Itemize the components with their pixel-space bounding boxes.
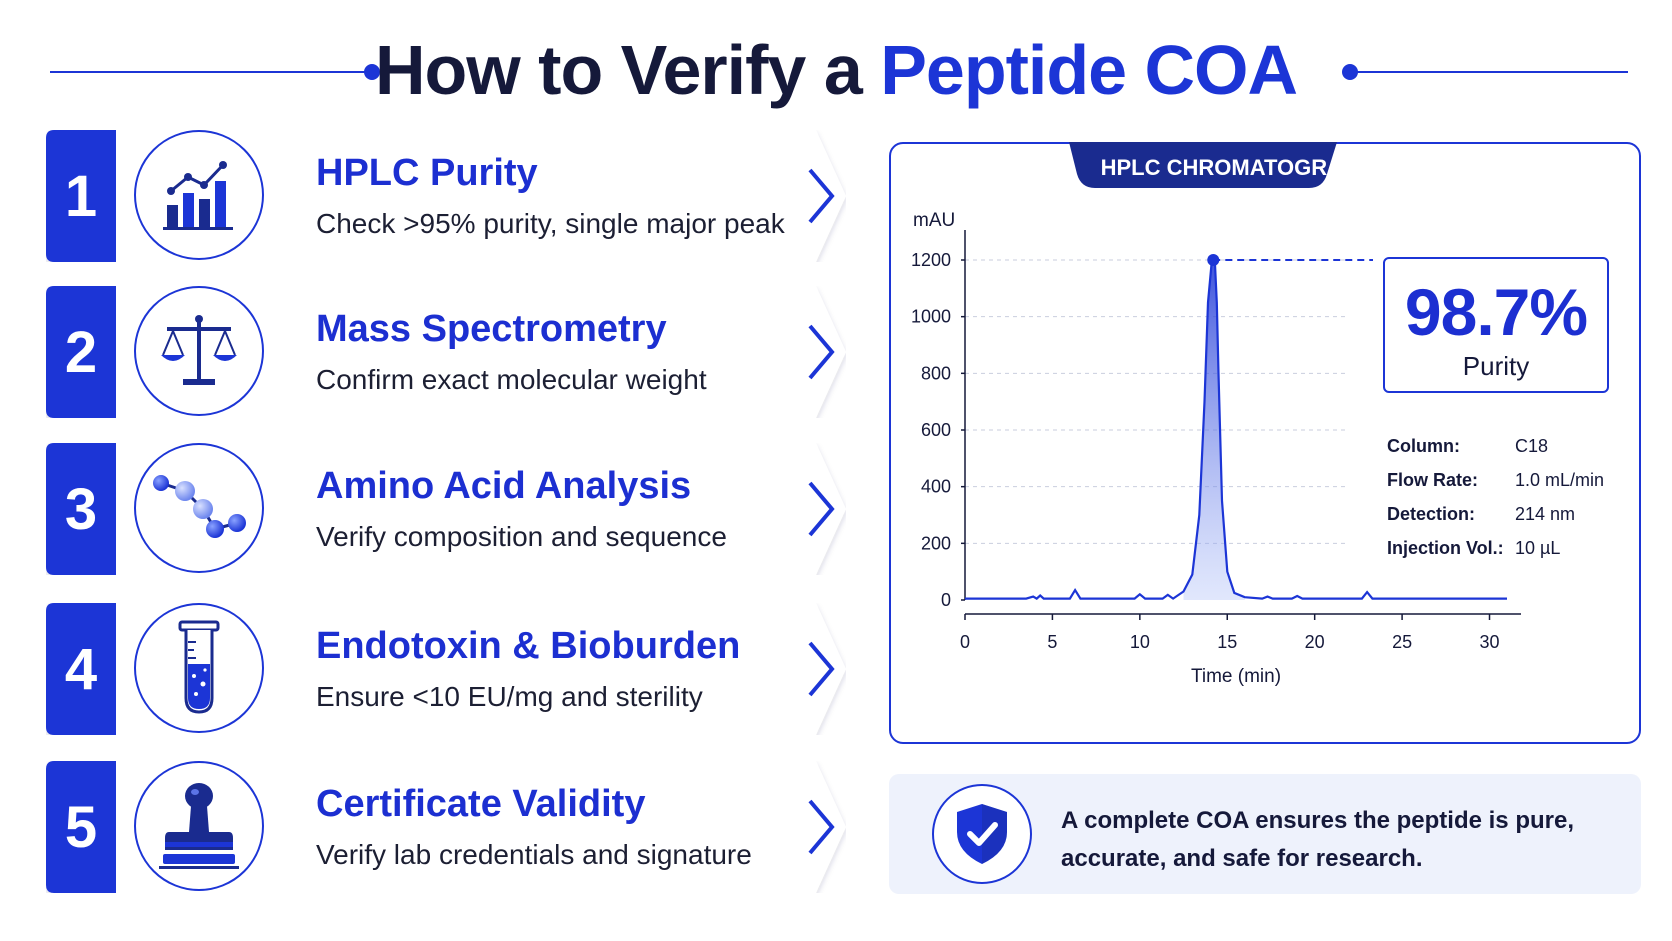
param-value: C18 (1515, 436, 1549, 456)
param-value: 10 µL (1515, 538, 1561, 558)
step-card-5[interactable]: 5 Certificate Validity Verify lab creden… (46, 761, 846, 893)
step-number: 2 (64, 319, 98, 385)
y-tick-label: 400 (921, 477, 951, 497)
param-row: Injection Vol.: 10 µL (1387, 538, 1627, 572)
param-key: Injection Vol.: (1387, 538, 1504, 558)
y-tick-label: 0 (941, 590, 951, 610)
step-number: 5 (64, 794, 98, 860)
y-tick-label: 1000 (911, 307, 951, 327)
y-tick-label: 200 (921, 533, 951, 553)
chromatogram-panel (889, 142, 1641, 744)
title-right-rule (1352, 71, 1628, 73)
method-parameters: Column: C18 Flow Rate: 1.0 mL/min Detectio… (1387, 436, 1627, 572)
step-description: Verify lab credentials and signature (316, 839, 752, 870)
step-title: Amino Acid Analysis (316, 465, 692, 507)
param-key: Detection: (1387, 504, 1476, 524)
step-card-4[interactable]: 4 Endotoxin & Bioburden Ensure <10 EU/mg… (46, 603, 846, 735)
chevron-right-icon[interactable] (806, 481, 836, 537)
step-description: Check >95% purity, single major peak (316, 208, 785, 239)
title-left-rule (50, 71, 372, 73)
summary-text: A complete COA ensures the peptide is pu… (1061, 807, 1574, 872)
molecule-chain-icon (153, 475, 246, 538)
peak-area (1183, 260, 1245, 600)
param-key: Flow Rate: (1387, 470, 1479, 490)
x-tick-label: 20 (1305, 632, 1325, 652)
step-title: Certificate Validity (316, 783, 646, 825)
step-icon-circle (134, 130, 264, 260)
step-title: Endotoxin & Bioburden (316, 625, 741, 667)
title-row: How to Verify a Peptide COA (0, 30, 1672, 110)
param-value: 1.0 mL/min (1515, 470, 1605, 490)
purity-callout: 98.7% Purity (1383, 257, 1609, 393)
chevron-right-icon[interactable] (806, 641, 836, 697)
chevron-right-icon[interactable] (806, 168, 836, 224)
step-icon-circle (134, 761, 264, 891)
peak-marker (1207, 254, 1220, 266)
bar-chart-icon (163, 161, 233, 230)
step-description: Confirm exact molecular weight (316, 364, 707, 395)
step-card-3[interactable]: 3 Amino Acid Analysis Verify composition… (46, 443, 846, 575)
param-row: Flow Rate: 1.0 mL/min (1387, 470, 1627, 504)
title-right-dot (1342, 64, 1358, 80)
param-row: Column: C18 (1387, 436, 1627, 470)
step-icon-circle (134, 603, 264, 733)
y-tick-label: 1200 (911, 250, 951, 270)
title-left-dot (364, 64, 380, 80)
y-tick-label: 800 (921, 363, 951, 383)
chromatogram-chart: HPLC CHROMATOGRAM 0 200 400 600 800 1000 1200 0… (911, 142, 1521, 687)
title-part-dark: How to Verify a (374, 31, 863, 109)
param-value: 214 nm (1515, 504, 1576, 524)
chromatogram-trace (965, 257, 1507, 600)
x-tick-label: 5 (1047, 632, 1057, 652)
step-title: HPLC Purity (316, 152, 538, 194)
step-card-2[interactable]: 2 Mass Spectrometry Confirm exact molecu… (46, 286, 846, 418)
step-icon-circle (134, 286, 264, 416)
step-number: 1 (64, 163, 98, 229)
chart-header-tab (1069, 142, 1337, 188)
chevron-right-icon[interactable] (806, 324, 836, 380)
x-tick-label: 15 (1217, 632, 1237, 652)
x-tick-label: 30 (1480, 632, 1500, 652)
x-tick-label: 25 (1392, 632, 1412, 652)
step-title: Mass Spectrometry (316, 308, 667, 350)
purity-value: 98.7% (1404, 275, 1588, 349)
param-key: Column: (1387, 436, 1460, 456)
y-tick-label: 600 (921, 420, 951, 440)
summary-banner: A complete COA ensures the peptide is pu… (889, 774, 1641, 894)
chart-header-label: HPLC CHROMATOGRAM (1101, 155, 1362, 180)
balance-scale-icon (161, 315, 237, 385)
title-part-accent: Peptide COA (880, 31, 1298, 109)
step-description: Ensure <10 EU/mg and sterility (316, 681, 703, 712)
stamp-icon (159, 783, 239, 869)
shield-check-icon (957, 804, 1007, 864)
param-row: Detection: 214 nm (1387, 504, 1627, 538)
y-axis-label: mAU (913, 210, 955, 231)
step-number: 3 (64, 476, 98, 542)
shield-circle (932, 784, 1032, 884)
x-tick-label: 10 (1130, 632, 1150, 652)
chevron-right-icon[interactable] (806, 799, 836, 855)
test-tube-icon (178, 620, 220, 714)
page-title: How to Verify a Peptide COA (0, 30, 1672, 110)
purity-label: Purity (1462, 351, 1530, 381)
step-card-1[interactable]: 1 HPLC Purity Check >95% purity, single … (46, 130, 846, 262)
step-number: 4 (64, 636, 98, 702)
x-axis-label: Time (min) (1191, 666, 1281, 687)
x-tick-label: 0 (960, 632, 970, 652)
step-description: Verify composition and sequence (316, 521, 727, 552)
step-icon-circle (134, 443, 264, 573)
